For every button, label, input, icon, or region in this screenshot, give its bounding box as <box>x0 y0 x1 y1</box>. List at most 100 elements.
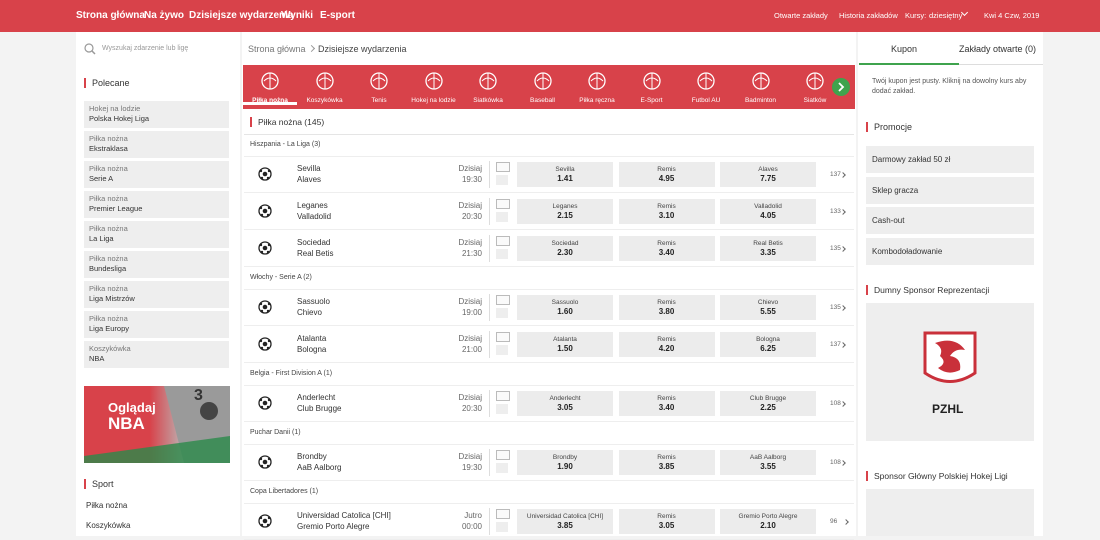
odd-value: 3.05 <box>557 403 573 412</box>
odd-button[interactable]: Valladolid 4.05 <box>720 199 816 224</box>
sport-tab[interactable]: Siatkówka <box>473 97 503 104</box>
match-row: Sevilla Alaves Dzisiaj 19:30 Sevilla 1.41 Remi… <box>244 157 854 193</box>
stats-icon[interactable] <box>496 509 510 519</box>
odd-button[interactable]: Gremio Porto Alegre 2.10 <box>720 509 816 534</box>
featured-item[interactable]: Piłka nożna Ekstraklasa <box>84 131 229 158</box>
odd-value: 2.30 <box>557 248 573 257</box>
more-markets[interactable]: 137 <box>830 341 841 348</box>
promotion-item[interactable]: Kombodoładowanie <box>866 237 1034 265</box>
nav-link[interactable]: Wyniki <box>281 10 314 21</box>
sport-tab[interactable]: Badminton <box>744 97 777 104</box>
odds-format[interactable]: dziesiętny <box>929 11 963 20</box>
stats-icon[interactable] <box>496 199 510 209</box>
sport-tab[interactable]: Piłka nożna <box>252 97 288 104</box>
more-markets[interactable]: 96 <box>830 518 838 525</box>
more-markets[interactable]: 135 <box>830 304 841 311</box>
more-markets[interactable]: 135 <box>830 245 841 252</box>
stats-icon[interactable] <box>496 236 510 246</box>
odd-button[interactable]: Anderlecht 3.05 <box>517 391 613 416</box>
featured-item[interactable]: Piłka nożna Bundesliga <box>84 251 229 278</box>
odd-button[interactable]: Remis 3.85 <box>618 450 715 475</box>
odd-button[interactable]: Sociedad 2.30 <box>517 236 613 261</box>
odd-button[interactable]: Real Betis 3.35 <box>720 236 816 261</box>
home-team: Anderlecht <box>297 393 336 402</box>
stats-icon[interactable] <box>496 295 510 305</box>
more-markets[interactable]: 108 <box>830 459 841 466</box>
odd-value: 5.55 <box>760 307 776 316</box>
stats-icon[interactable] <box>496 162 510 172</box>
promotion-item[interactable]: Darmowy zakład 50 zł <box>866 146 1034 173</box>
sport-icon <box>533 72 552 90</box>
stats-icon[interactable] <box>496 332 510 342</box>
odd-button[interactable]: Club Brugge 2.25 <box>720 391 816 416</box>
odd-button[interactable]: AaB Aalborg 3.55 <box>720 450 816 475</box>
odd-value: 3.40 <box>658 248 675 257</box>
odd-button[interactable]: Chievo 5.55 <box>720 295 816 320</box>
featured-item[interactable]: Hokej na lodzie Polska Hokej Liga <box>84 101 229 128</box>
odd-button[interactable]: Leganes 2.15 <box>517 199 613 224</box>
breadcrumb-link[interactable]: Strona główna <box>248 44 306 54</box>
next-arrow[interactable] <box>832 78 850 96</box>
odd-button[interactable]: Alaves 7.75 <box>720 162 816 187</box>
featured-item[interactable]: Piłka nożna Liga Mistrzów <box>84 281 229 308</box>
more-markets[interactable]: 137 <box>830 171 841 178</box>
sport-tab[interactable]: E-Sport <box>640 97 663 104</box>
odd-button[interactable]: Remis 3.40 <box>618 391 715 416</box>
odd-button[interactable]: Remis 3.05 <box>618 509 715 534</box>
featured-item[interactable]: Piłka nożna La Liga <box>84 221 229 248</box>
away-team: Valladolid <box>297 212 332 221</box>
sport-link[interactable]: Piłka nożna <box>86 501 128 510</box>
odd-button[interactable]: Bologna 6.25 <box>720 332 816 357</box>
search-input[interactable]: Wyszukaj zdarzenie lub ligę <box>102 45 189 52</box>
sport-tab[interactable]: Tenis <box>371 97 387 104</box>
sport-icon <box>315 72 334 90</box>
away-team: AaB Aalborg <box>297 463 342 472</box>
stats-icon[interactable] <box>496 450 510 460</box>
odd-button[interactable]: Sassuolo 1.60 <box>517 295 613 320</box>
odd-button[interactable]: Universidad Catolica [CHI] 3.85 <box>517 509 613 534</box>
match-time: 00:00 <box>461 522 482 531</box>
nav-link[interactable]: E-sport <box>320 10 355 21</box>
history-link[interactable]: Historia zakładów <box>839 11 898 20</box>
odd-value: 3.40 <box>658 403 675 412</box>
tab-open[interactable]: Zakłady otwarte (0) <box>959 44 1037 54</box>
open-bets-link[interactable]: Otwarte zakłady <box>774 11 828 20</box>
odd-button[interactable]: Brondby 1.90 <box>517 450 613 475</box>
league-divider <box>244 385 854 386</box>
nav-link[interactable]: Na żywo <box>144 10 185 21</box>
featured-item[interactable]: Piłka nożna Serie A <box>84 161 229 188</box>
away-team: Bologna <box>297 345 327 354</box>
promotion-item[interactable]: Cash-out <box>866 207 1034 234</box>
featured-league: Liga Europy <box>89 324 130 333</box>
match-day: Dzisiaj <box>458 452 482 461</box>
more-markets[interactable]: 108 <box>830 400 841 407</box>
odd-button[interactable]: Remis 3.10 <box>618 199 715 224</box>
odd-button[interactable]: Remis 4.20 <box>618 332 715 357</box>
ball-icon <box>258 204 272 218</box>
featured-item[interactable]: Piłka nożna Liga Europy <box>84 311 229 338</box>
odd-button[interactable]: Sevilla 1.41 <box>517 162 613 187</box>
sport-tab[interactable]: Hokej na lodzie <box>411 97 456 104</box>
stats-icon[interactable] <box>496 391 510 401</box>
odd-button[interactable]: Remis 3.80 <box>618 295 715 320</box>
promotion-item[interactable]: Sklep gracza <box>866 176 1034 204</box>
tab-kupon[interactable]: Kupon <box>891 44 918 54</box>
more-markets[interactable]: 133 <box>830 208 841 215</box>
sport-tab[interactable]: Siatków <box>803 97 827 104</box>
odd-button[interactable]: Remis 3.40 <box>618 236 715 261</box>
odd-button[interactable]: Remis 4.95 <box>618 162 715 187</box>
sport-tab[interactable]: Baseball <box>530 97 555 104</box>
nav-link[interactable]: Dzisiejsze wydarzenia <box>189 10 294 21</box>
nba-banner[interactable]: 3 <box>84 386 230 463</box>
sport-tab[interactable]: Koszykówka <box>306 97 343 104</box>
featured-item[interactable]: Piłka nożna Premier League <box>84 191 229 218</box>
sport-tab[interactable]: Piłka ręczna <box>579 97 615 104</box>
nav-link[interactable]: Strona główna <box>76 10 145 21</box>
odd-value: 4.05 <box>760 211 776 220</box>
featured-sport: Koszykówka <box>89 344 131 353</box>
odd-button[interactable]: Atalanta 1.50 <box>517 332 613 357</box>
more-chevron <box>840 172 846 178</box>
sport-link[interactable]: Koszykówka <box>86 521 131 530</box>
sport-tab[interactable]: Futbol AU <box>691 97 721 104</box>
featured-item[interactable]: Koszykówka NBA <box>84 341 229 368</box>
